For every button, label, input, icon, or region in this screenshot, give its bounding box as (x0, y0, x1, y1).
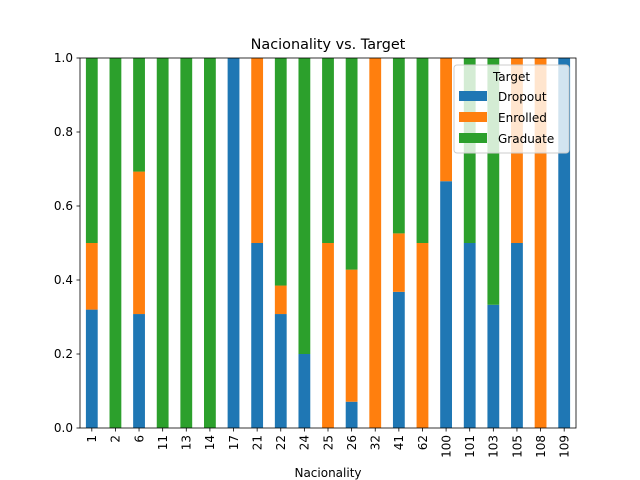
x-tick-label: 14 (203, 435, 217, 450)
x-tick-label: 101 (463, 435, 477, 458)
bar-graduate-22 (274, 58, 287, 286)
x-tick-label: 108 (534, 435, 548, 458)
legend-label-dropout: Dropout (498, 90, 547, 104)
bar-dropout-26 (345, 401, 358, 428)
x-tick-label: 105 (510, 435, 524, 458)
bar-graduate-103 (487, 58, 500, 305)
bar-graduate-2 (109, 58, 122, 428)
x-tick-label: 25 (321, 435, 335, 450)
x-tick-label: 32 (369, 435, 383, 450)
x-axis-label: Nacionality (294, 466, 361, 480)
legend-swatch-enrolled (459, 112, 487, 122)
bar-enrolled-32 (369, 58, 382, 428)
bar-graduate-24 (298, 58, 311, 354)
x-tick-label: 1 (85, 435, 99, 443)
x-tick-label: 26 (345, 435, 359, 450)
legend-swatch-dropout (459, 91, 487, 101)
bar-dropout-24 (298, 354, 311, 428)
bar-graduate-1 (85, 58, 98, 243)
bar-dropout-103 (487, 304, 500, 428)
bar-enrolled-6 (133, 171, 145, 315)
x-tick-label: 21 (250, 435, 264, 450)
y-tick-label: 1.0 (54, 51, 73, 65)
y-tick-label: 0.8 (54, 125, 73, 139)
bar-dropout-109 (558, 58, 571, 428)
bar-graduate-14 (204, 58, 216, 428)
bar-enrolled-21 (251, 58, 264, 243)
bar-enrolled-26 (345, 269, 358, 402)
legend-title: Target (492, 70, 530, 84)
y-tick-label: 0.6 (54, 199, 73, 213)
bar-enrolled-108 (534, 58, 547, 428)
bar-enrolled-25 (322, 243, 334, 428)
x-tick-label: 62 (416, 435, 430, 450)
bar-graduate-25 (322, 58, 334, 243)
bar-graduate-13 (180, 58, 193, 428)
bar-graduate-6 (133, 58, 145, 172)
bar-dropout-105 (511, 243, 523, 428)
x-tick-label: 41 (392, 435, 406, 450)
legend-label-enrolled: Enrolled (498, 111, 547, 125)
bar-enrolled-62 (416, 243, 429, 428)
x-tick-label: 6 (132, 435, 146, 443)
bar-dropout-21 (251, 243, 264, 428)
x-tick-label: 13 (180, 435, 194, 450)
bar-graduate-11 (156, 58, 169, 428)
legend: Target Dropout Enrolled Graduate (453, 64, 570, 154)
bar-graduate-41 (392, 58, 405, 234)
bar-enrolled-1 (85, 243, 98, 310)
x-tick-label: 100 (439, 435, 453, 458)
legend-label-graduate: Graduate (498, 132, 554, 146)
y-tick-label: 0.4 (54, 273, 73, 287)
y-tick-label: 0.0 (54, 421, 73, 435)
bar-dropout-1 (85, 309, 98, 428)
bar-dropout-17 (227, 58, 240, 428)
x-tick-label: 17 (227, 435, 241, 450)
bars-layer (85, 58, 571, 428)
x-tick-label: 109 (557, 435, 571, 458)
axes-layer: 0.00.20.40.60.81.01 2 6 11 13 14 17 21 22 24 25 26 3… (54, 51, 577, 458)
legend-swatch-graduate (459, 133, 487, 143)
bar-graduate-26 (345, 58, 358, 270)
x-tick-label: 2 (109, 435, 123, 443)
bar-enrolled-100 (440, 58, 452, 182)
bar-enrolled-22 (274, 285, 287, 315)
bar-dropout-6 (133, 314, 145, 428)
chart-title: Nacionality vs. Target (251, 37, 406, 53)
bar-graduate-62 (416, 58, 429, 243)
x-tick-label: 24 (298, 435, 312, 450)
bar-dropout-100 (440, 181, 452, 428)
bar-dropout-101 (463, 243, 476, 428)
x-tick-label: 22 (274, 435, 288, 450)
bar-dropout-41 (392, 291, 405, 428)
legend-frame (453, 64, 570, 154)
x-tick-label: 11 (156, 435, 170, 450)
bar-enrolled-41 (392, 233, 405, 292)
y-tick-label: 0.2 (54, 347, 73, 361)
bar-dropout-22 (274, 314, 287, 428)
x-tick-label: 103 (487, 435, 501, 458)
